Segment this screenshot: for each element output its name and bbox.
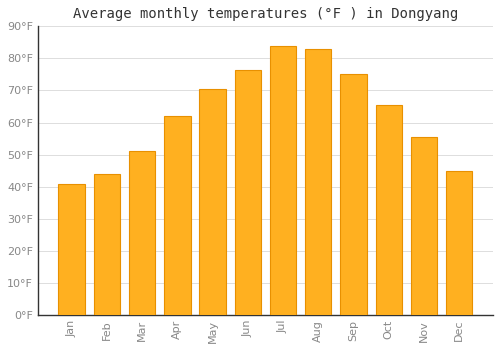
Bar <box>446 171 472 315</box>
Title: Average monthly temperatures (°F ) in Dongyang: Average monthly temperatures (°F ) in Do… <box>73 7 458 21</box>
Bar <box>410 137 437 315</box>
Bar <box>200 89 226 315</box>
Bar <box>94 174 120 315</box>
Bar <box>58 183 85 315</box>
Bar <box>376 105 402 315</box>
Bar <box>340 75 366 315</box>
Bar <box>305 49 332 315</box>
Bar <box>234 70 261 315</box>
Bar <box>129 152 156 315</box>
Bar <box>270 46 296 315</box>
Bar <box>164 116 190 315</box>
